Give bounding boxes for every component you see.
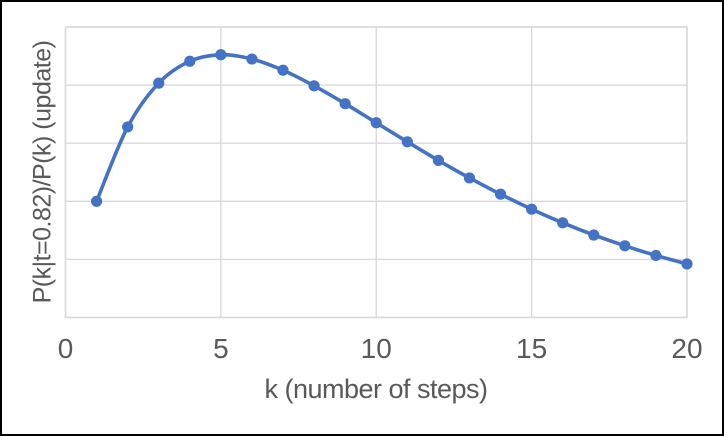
data-point-marker <box>215 49 227 61</box>
data-point-marker <box>432 154 444 166</box>
x-tick-label: 20 <box>671 333 703 364</box>
data-point-marker <box>401 136 413 148</box>
data-point-marker <box>184 55 196 67</box>
data-point-marker <box>153 77 165 89</box>
x-tick-label: 0 <box>57 333 74 364</box>
y-axis-title: P(k|t=0.82)/P(k) (update) <box>28 40 57 304</box>
data-point-marker <box>588 229 600 241</box>
data-point-marker <box>494 188 507 200</box>
x-tick-label: 5 <box>213 333 229 364</box>
x-tick-label: 15 <box>516 333 548 364</box>
data-point-marker <box>557 217 569 229</box>
data-point-marker <box>650 249 662 262</box>
data-point-marker <box>681 258 693 270</box>
data-point-marker <box>339 98 351 110</box>
plot-border <box>64 26 688 319</box>
data-point-marker <box>277 64 289 76</box>
data-point-marker <box>308 80 320 92</box>
data-point-marker <box>90 195 103 207</box>
x-tick-label: 10 <box>360 333 392 364</box>
data-point-marker <box>246 53 258 65</box>
data-point-marker <box>619 240 631 252</box>
x-axis-title: k (number of steps) <box>264 374 488 404</box>
data-point-marker <box>370 117 382 129</box>
data-point-marker <box>122 121 134 133</box>
data-point-marker <box>526 203 538 215</box>
data-point-marker <box>463 172 476 184</box>
